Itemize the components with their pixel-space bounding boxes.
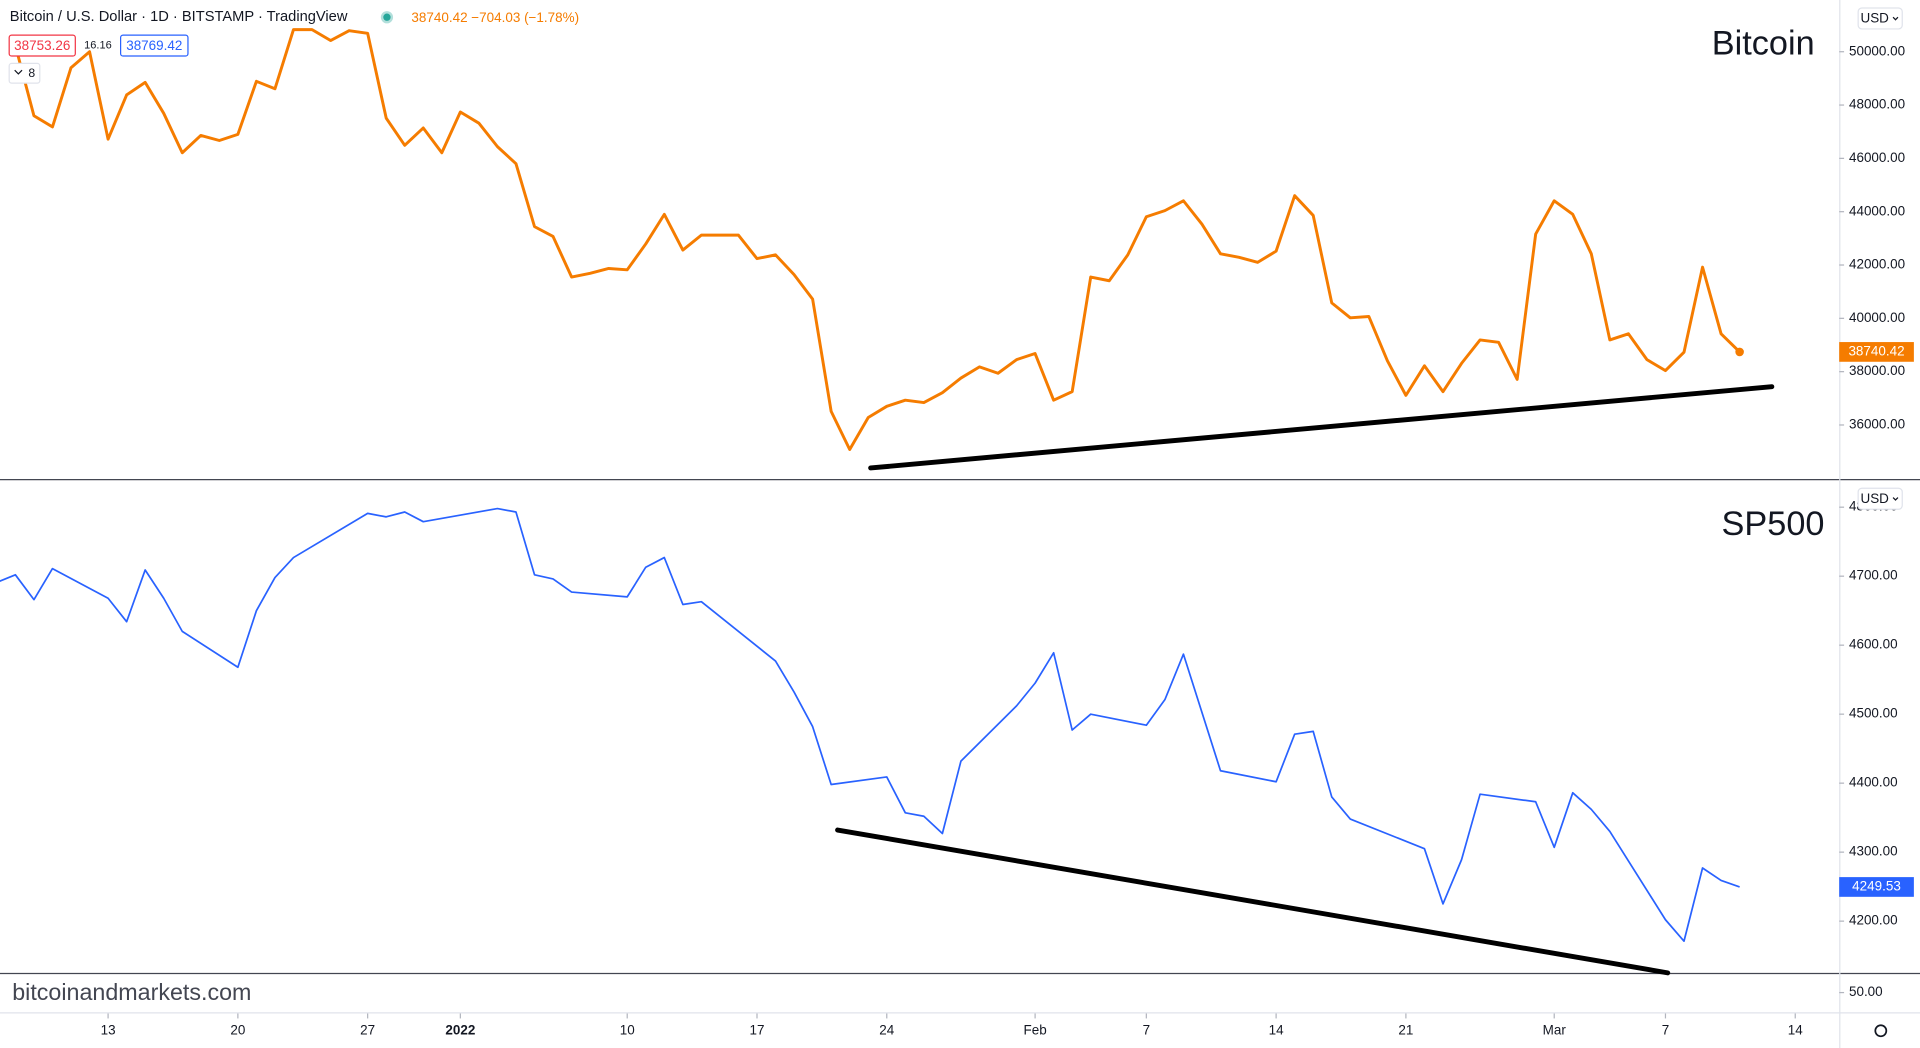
currency-button[interactable] <box>1857 487 1903 510</box>
y-tick-label: 38000.00 <box>1849 363 1905 378</box>
currency-label[interactable]: USD <box>1860 11 1889 26</box>
x-tick-label: 27 <box>360 1022 375 1037</box>
pane-title: SP500 <box>1722 505 1825 543</box>
x-tick-label: 14 <box>1788 1022 1803 1037</box>
y-tick-label: 36000.00 <box>1849 417 1905 432</box>
y-tick-label: 44000.00 <box>1849 203 1905 218</box>
y-tick-label: 42000.00 <box>1849 257 1905 272</box>
x-tick-label: 24 <box>879 1022 894 1037</box>
y-tick-label: 4700.00 <box>1849 568 1898 583</box>
spread: 16.16 <box>84 39 112 51</box>
y-tick-label: 4300.00 <box>1849 844 1898 859</box>
last-price-box <box>1839 877 1914 897</box>
y-tick-label: 50.00 <box>1849 984 1883 999</box>
y-tick-label: 4200.00 <box>1849 913 1898 928</box>
indicator-count[interactable]: 8 <box>28 66 35 80</box>
symbol-info: Bitcoin / U.S. Dollar · 1D · BITSTAMP · … <box>10 9 348 25</box>
trend-line <box>868 384 1775 471</box>
buy-button[interactable] <box>119 34 189 57</box>
settings-icon[interactable] <box>1874 1024 1888 1038</box>
y-tick-label: 46000.00 <box>1849 150 1905 165</box>
price-line <box>0 507 1740 943</box>
last-price-label: 4249.53 <box>1852 879 1901 894</box>
x-tick-label: 20 <box>230 1022 245 1037</box>
x-tick-label: 21 <box>1398 1022 1413 1037</box>
chevron-icon <box>1892 16 1899 21</box>
last-price-label: 38740.42 <box>1848 343 1904 358</box>
x-tick-label: 14 <box>1269 1022 1284 1037</box>
price-line <box>13 28 1741 451</box>
x-tick-label: 7 <box>1143 1022 1150 1037</box>
x-tick-label: Feb <box>1023 1022 1046 1037</box>
last-point <box>1735 347 1744 357</box>
currency-label[interactable]: USD <box>1860 491 1889 506</box>
x-tick-label: Mar <box>1543 1022 1567 1037</box>
y-tick-label: 4400.00 <box>1849 775 1898 790</box>
market-status <box>380 11 394 24</box>
watermark: bitcoinandmarkets.com <box>12 979 251 1005</box>
x-tick-label: 13 <box>101 1022 116 1037</box>
y-tick-label: 4500.00 <box>1849 706 1898 721</box>
last-price-box <box>1839 342 1914 362</box>
bid[interactable]: 38753.26 <box>14 38 70 53</box>
sell-button[interactable] <box>8 34 76 57</box>
ask[interactable]: 38769.42 <box>126 38 182 53</box>
trend-line <box>835 827 1671 976</box>
indicator-toggle[interactable] <box>8 62 41 84</box>
x-tick-label: 10 <box>620 1022 635 1037</box>
x-tick-label: 7 <box>1662 1022 1669 1037</box>
x-tick-label: 2022 <box>445 1022 475 1037</box>
chevron-icon <box>14 69 23 75</box>
marks <box>0 28 1744 943</box>
y-tick-label: 4600.00 <box>1849 637 1898 652</box>
y-tick-label: 48000.00 <box>1849 97 1905 112</box>
x-tick-label: 17 <box>750 1022 765 1037</box>
pane-title: Bitcoin <box>1712 25 1815 63</box>
y-tick-label: 40000.00 <box>1849 310 1905 325</box>
currency-button[interactable] <box>1857 7 1903 30</box>
chevron-icon <box>1892 497 1899 501</box>
quote: 38740.42 −704.03 (−1.78%) <box>411 10 579 25</box>
y-tick-label: 50000.00 <box>1849 43 1905 58</box>
